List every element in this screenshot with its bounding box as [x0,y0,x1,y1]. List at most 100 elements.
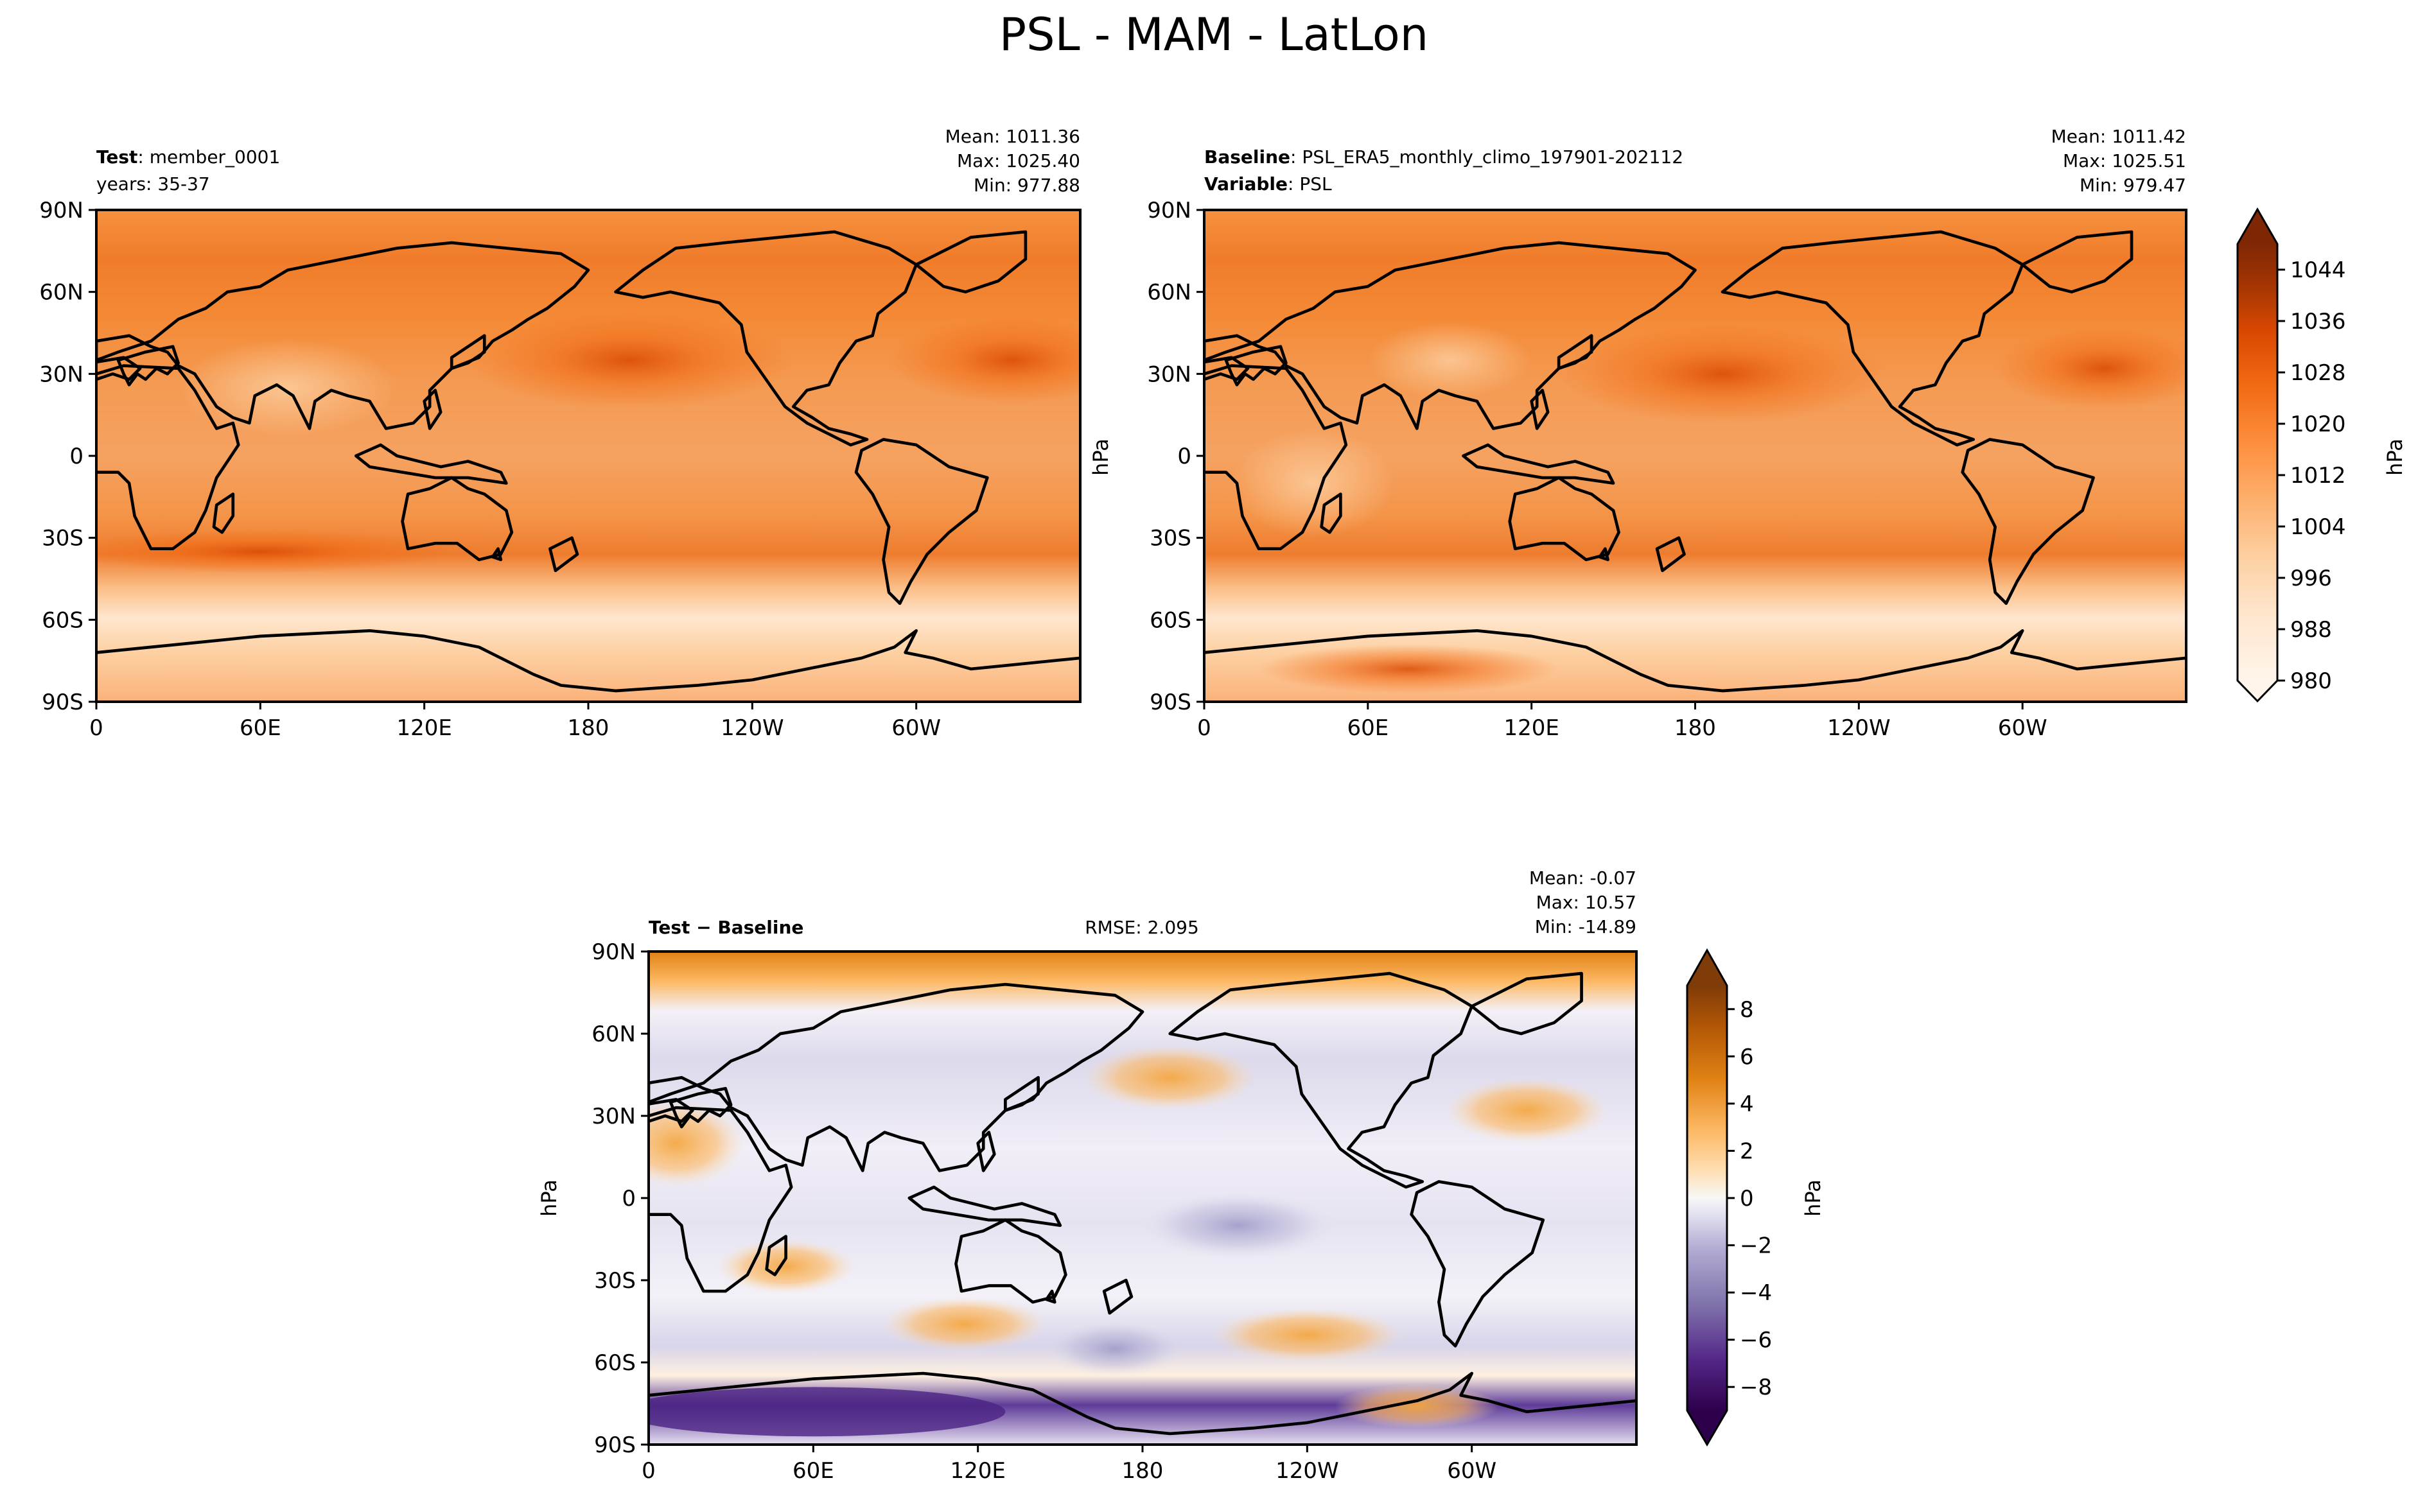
diff-colorbar-body [1687,986,1727,1411]
colorbar-tick-label: 1044 [2290,257,2346,283]
baseline-xtick-label: 60E [1347,715,1389,741]
psl-colorbar-label: hPa [2383,439,2407,476]
test-label-bold: Test [96,146,137,168]
baseline-label: Baseline: PSL_ERA5_monthly_climo_197901-… [1204,146,1683,168]
baseline-ytick-label: 30N [1147,361,1191,387]
colorbar-tick-label: 6 [1740,1044,1754,1070]
diff-colorbar-outline [1686,948,1728,1447]
test-pacific-high [465,311,794,410]
diff-ytick-label: 0 [622,1186,636,1212]
diff-colorbar-min-extend [1687,1411,1727,1445]
colorbar-tick-label: −4 [1740,1280,1772,1306]
diff-south-pacific-positive [1211,1307,1403,1362]
baseline-xtick-label: 180 [1674,715,1716,741]
baseline-label-bold: Baseline [1204,146,1290,168]
colorbar-tick-label: −6 [1740,1328,1772,1353]
diff-pacific-positive [1082,1045,1258,1111]
test-xtick-label: 120W [721,715,784,741]
test-ylabel: hPa [1089,439,1113,476]
baseline-ytick-label: 0 [1177,444,1191,469]
test-years: years: 35-37 [96,173,210,195]
baseline-xtick-label: 60W [1998,715,2047,741]
baseline-ytick-label: 90N [1147,198,1191,223]
diff-sahara-positive [649,1099,745,1187]
diff-ytick-label: 90N [591,939,636,965]
test-min: Min: 977.88 [974,175,1080,196]
diff-southern-negative [1046,1321,1184,1377]
baseline-label-value: PSL_ERA5_monthly_climo_197901-202112 [1302,146,1683,168]
test-ytick-label: 60S [42,607,83,633]
diff-colorbar-max-extend [1687,950,1727,986]
baseline-xtick-label: 120E [1503,715,1559,741]
baseline-pacific-high [1559,324,1886,423]
diff-atlantic-positive [1444,1077,1609,1143]
baseline-max: Max: 1025.51 [2063,150,2186,171]
baseline-africa-low [1231,428,1396,538]
test-xtick-label: 180 [568,715,609,741]
baseline-ytick-label: 90S [1150,690,1191,715]
diff-antarctic-negative [649,1387,1006,1437]
test-xtick-label: 60W [891,715,941,741]
test-axis-ticks: 0 60E 120E 180 120W 60W 90N 60N 30N 0 30S 60S 90S [39,198,941,741]
diff-weddell-positive [1335,1384,1500,1429]
psl-colorbar-min-extend [2238,681,2277,701]
baseline-variable-bold: Variable [1204,173,1288,195]
colorbar-tick-label: 1004 [2290,514,2346,540]
baseline-ytick-label: 30S [1150,526,1191,552]
baseline-variable: Variable: PSL [1204,173,1332,195]
baseline-mean: Mean: 1011.42 [2051,126,2186,147]
colorbar-tick-label: 0 [1740,1186,1754,1212]
diff-colorbar-ticks: 8 6 4 2 0 −2 −4 −6 −8 [1727,997,1772,1400]
diff-xtick-label: 180 [1122,1458,1164,1484]
test-ytick-label: 30N [39,361,83,387]
baseline-atlantic-high [1995,327,2186,410]
diff-ytick-label: 30S [594,1268,636,1294]
diff-indian-positive [717,1239,855,1294]
baseline-xtick-label: 120W [1827,715,1891,741]
diff-ylabel: hPa [537,1179,561,1217]
diff-xtick-label: 0 [642,1458,656,1484]
baseline-ytick-label: 60N [1147,280,1191,306]
diff-min: Min: -14.89 [1535,916,1636,937]
diff-colorbar: 8 6 4 2 0 −2 −4 −6 −8 hPa [1686,948,1825,1447]
diff-rmse: RMSE: 2.095 [1085,917,1199,938]
diff-ytick-label: 90S [594,1432,636,1458]
test-label-value: member_0001 [150,146,281,168]
test-panel: Test: member_0001 years: 35-37 Mean: 101… [39,126,1082,741]
colorbar-tick-label: 1036 [2290,309,2346,335]
diff-max: Max: 10.57 [1536,892,1636,913]
baseline-variable-value: PSL [1299,173,1332,195]
test-xtick-label: 120E [396,715,451,741]
colorbar-tick-label: −2 [1740,1233,1772,1259]
diff-south-positive [882,1296,1047,1351]
test-atlantic-high [889,316,1080,404]
test-mean: Mean: 1011.36 [945,126,1080,147]
baseline-panel: Baseline: PSL_ERA5_monthly_climo_197901-… [1089,126,2187,741]
diff-label: Test − Baseline [649,917,803,938]
test-label: Test: member_0001 [96,146,280,168]
diff-ytick-label: 30N [591,1104,636,1129]
colorbar-tick-label: 1028 [2290,360,2346,386]
baseline-axis-ticks: 0 60E 120E 180 120W 60W 90N 60N 30N 0 30S 60S 90S [1147,198,2047,741]
diff-xtick-label: 120E [950,1458,1005,1484]
colorbar-tick-label: 988 [2290,617,2332,643]
colorbar-tick-label: 1012 [2290,463,2346,489]
psl-colorbar-max-extend [2238,209,2277,244]
diff-ytick-label: 60N [591,1021,636,1047]
diff-ytick-label: 60S [594,1350,636,1376]
test-southern-high [96,529,452,573]
baseline-tibet-low [1367,322,1532,399]
diff-xtick-label: 120W [1275,1458,1339,1484]
test-xtick-label: 60E [240,715,281,741]
diff-axis-ticks: 0 60E 120E 180 120W 60W 90N 60N 30N 0 30S 60S 90S [591,939,1496,1484]
baseline-antarctic-high [1258,644,1559,694]
colorbar-tick-label: 2 [1740,1138,1754,1164]
baseline-xtick-label: 0 [1197,715,1211,741]
diff-colorbar-label: hPa [1801,1179,1825,1217]
psl-colorbar-body [2238,244,2277,681]
test-field [96,210,1080,702]
test-ytick-label: 0 [69,444,83,469]
diff-map [649,952,1636,1445]
baseline-ytick-label: 60S [1150,607,1191,633]
